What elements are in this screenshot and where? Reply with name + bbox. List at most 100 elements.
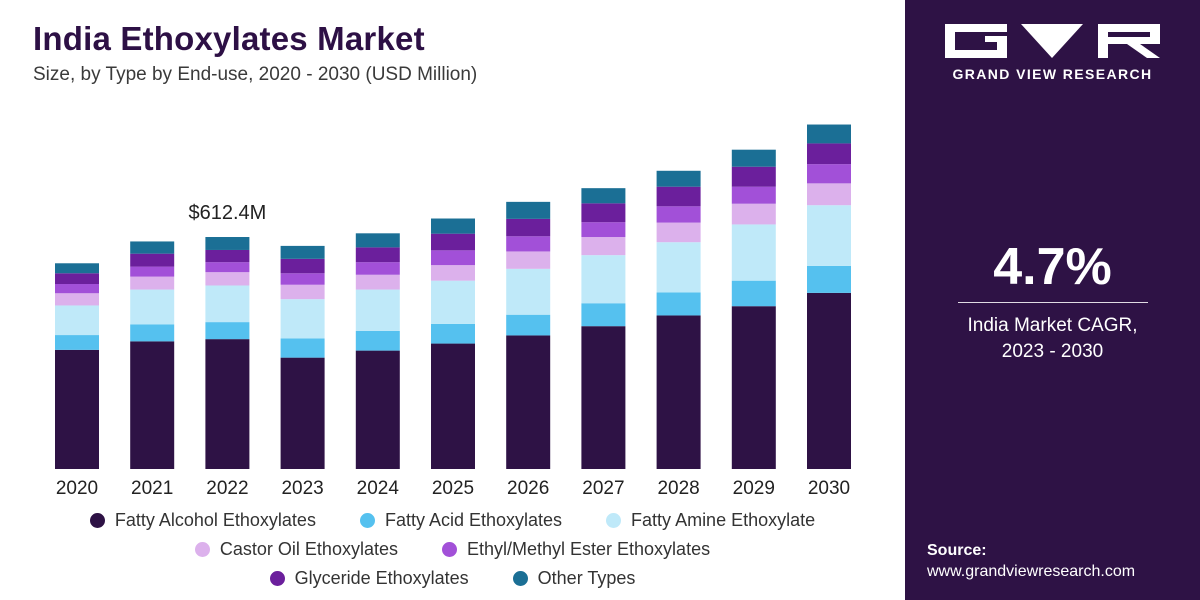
bar-segment-2020-s0 [55, 349, 99, 469]
bar-segment-2030-s5 [807, 143, 851, 165]
bar-segment-2029-s3 [731, 203, 776, 225]
gvr-logo-icon [945, 24, 1160, 58]
legend-label: Castor Oil Ethoxylates [219, 539, 398, 559]
bar-segment-2023-s2 [280, 299, 325, 339]
bar-segment-2025-s4 [431, 250, 475, 266]
bar-segment-2023-s4 [280, 273, 325, 285]
legend-item-castor-oil: Castor Oil Ethoxylates [194, 539, 398, 560]
legend-label: Fatty Amine Ethoxylate [631, 510, 816, 530]
legend-item-ethyl-methyl-ester: Ethyl/Methyl Ester Ethoxylates [441, 539, 711, 560]
x-tick-label-2020: 2020 [56, 478, 98, 499]
bar-segment-2024-s1 [355, 330, 400, 351]
source-label: Source: [927, 542, 987, 559]
bar-segment-2022-s0 [205, 339, 250, 469]
bar-segment-2023-s3 [280, 284, 325, 300]
bar-segment-2028-s6 [656, 170, 701, 187]
bar-segment-2024-s5 [355, 247, 400, 263]
bar-segment-2025-s5 [431, 233, 475, 251]
legend-item-fatty-amine: Fatty Amine Ethoxylate [606, 510, 815, 531]
brand-name: GRAND VIEW RESEARCH [952, 66, 1153, 82]
x-tick-label-2027: 2027 [582, 478, 624, 499]
bar-segment-2021-s0 [130, 341, 175, 469]
bar-segment-2027-s1 [581, 303, 626, 327]
bar-segment-2024-s3 [355, 274, 400, 290]
legend-item-fatty-acid: Fatty Acid Ethoxylates [359, 510, 563, 531]
legend-dot [89, 513, 105, 528]
bar-segment-2024-s0 [355, 350, 400, 469]
legend-label: Fatty Alcohol Ethoxylates [114, 510, 316, 530]
bar-segment-2029-s2 [731, 224, 776, 281]
bar-segment-2024-s6 [355, 233, 400, 248]
bar-segment-2027-s2 [581, 255, 626, 304]
bar-segment-2023-s6 [280, 245, 325, 259]
bar-segment-2021-s3 [130, 276, 175, 290]
bar-segment-2025-s6 [431, 218, 475, 234]
bar-segment-2028-s3 [656, 222, 701, 243]
bar-segment-2028-s2 [656, 242, 701, 293]
bar-segment-2028-s5 [656, 186, 701, 207]
bar-segment-2030-s1 [807, 265, 851, 293]
legend-row-1: Fatty Alcohol Ethoxylates Fatty Acid Eth… [0, 506, 905, 535]
legend-dot [269, 571, 285, 586]
bar-segment-2027-s5 [581, 203, 626, 223]
legend-dot [359, 513, 375, 528]
bar-segment-2026-s6 [506, 201, 551, 219]
bar-segment-2022-s2 [205, 285, 250, 323]
chart-subtitle: Size, by Type by End-use, 2020 - 2030 (U… [33, 64, 478, 85]
x-tick-label-2028: 2028 [657, 478, 699, 499]
brand-logo[interactable]: GRAND VIEW RESEARCH [945, 24, 1160, 82]
bar-segment-2024-s4 [355, 262, 400, 275]
bar-segment-2027-s3 [581, 237, 626, 256]
legend-row-2: Castor Oil Ethoxylates Ethyl/Methyl Este… [0, 535, 905, 564]
bar-segment-2030-s0 [807, 292, 851, 469]
bar-segment-2028-s4 [656, 206, 701, 223]
cagr-value: 4.7% [993, 238, 1112, 296]
cagr-label-line2: 2023 - 2030 [1001, 341, 1104, 362]
bar-segment-2020-s3 [55, 293, 99, 306]
bar-segment-2029-s0 [731, 306, 776, 469]
bar-segment-2029-s5 [731, 166, 776, 187]
bar-segment-2022-s3 [205, 272, 250, 286]
legend-row-3: Glyceride Ethoxylates Other Types [0, 564, 905, 593]
bar-segment-2021-s5 [130, 253, 175, 267]
source-block: Source: www.grandviewresearch.com [927, 542, 1135, 581]
bar-segment-2027-s6 [581, 188, 626, 204]
x-tick-label-2021: 2021 [131, 478, 173, 499]
bar-segment-2026-s3 [506, 251, 551, 269]
stacked-bar-chart: 2020 2021 2022 2023 2024 2025 2026 2027 2028 2029… [55, 124, 851, 499]
legend-item-glyceride: Glyceride Ethoxylates [269, 568, 469, 589]
bar-segment-2027-s4 [581, 222, 626, 238]
chart-panel: India Ethoxylates Market Size, by Type b… [0, 20, 905, 593]
bar-segment-2028-s0 [656, 315, 701, 469]
legend-label: Glyceride Ethoxylates [294, 568, 469, 588]
cagr-label-line1: India Market CAGR, [967, 315, 1138, 336]
bar-segment-2026-s5 [506, 218, 551, 237]
x-tick-label-2024: 2024 [357, 478, 400, 499]
legend-dot [606, 513, 622, 528]
bar-segment-2022-s1 [205, 322, 250, 340]
bar-segment-2029-s4 [731, 186, 776, 204]
bar-segment-2030-s2 [807, 205, 851, 266]
legend-label: Other Types [537, 568, 636, 588]
x-tick-label-2025: 2025 [432, 478, 474, 499]
bar-segment-2021-s1 [130, 324, 175, 342]
cagr-block: 4.7% India Market CAGR, 2023 - 2030 [905, 238, 1200, 365]
chart-title: India Ethoxylates Market [33, 20, 425, 57]
bar-segment-2026-s4 [506, 236, 551, 252]
bar-segment-2030-s3 [807, 183, 851, 206]
value-annotation: $612.4M [188, 202, 266, 224]
bar-segment-2029-s1 [731, 280, 776, 307]
legend-dot [441, 542, 457, 557]
bar-segment-2029-s6 [731, 149, 776, 167]
legend-label: Fatty Acid Ethoxylates [384, 510, 563, 530]
x-tick-label-2023: 2023 [281, 478, 323, 499]
bar-segment-2020-s1 [55, 335, 99, 350]
bar-segment-2023-s5 [280, 258, 325, 274]
legend: Fatty Alcohol Ethoxylates Fatty Acid Eth… [0, 506, 905, 593]
bar-segment-2026-s0 [506, 335, 551, 469]
bar-segment-2024-s2 [355, 289, 400, 331]
source-link[interactable]: www.grandviewresearch.com [927, 563, 1136, 580]
bar-segment-2020-s5 [55, 273, 99, 284]
bar-segment-2022-s4 [205, 262, 250, 273]
legend-label: Ethyl/Methyl Ester Ethoxylates [466, 539, 711, 559]
